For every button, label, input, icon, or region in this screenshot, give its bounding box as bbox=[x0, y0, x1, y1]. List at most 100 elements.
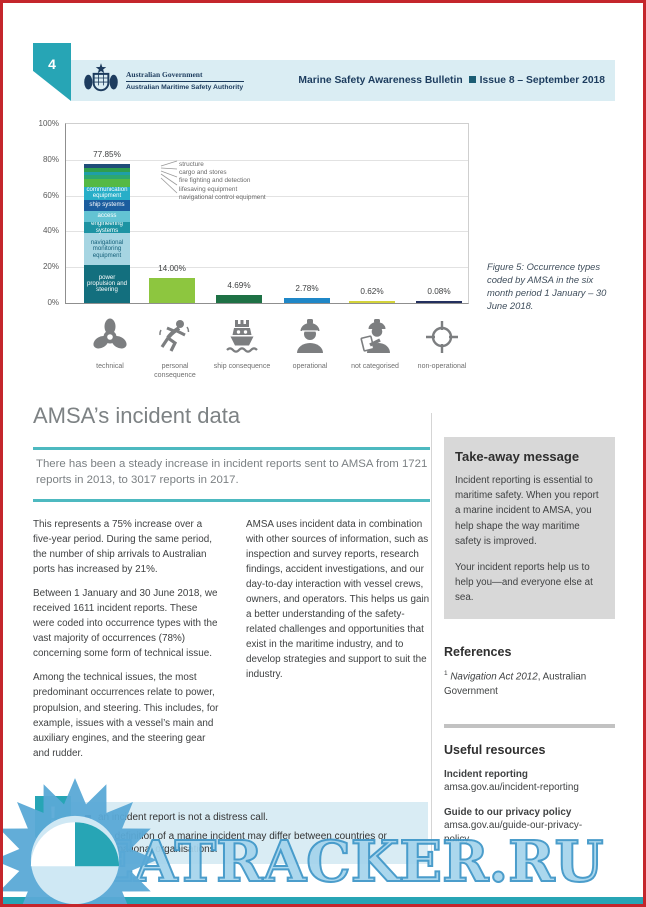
teal-rule-top bbox=[33, 447, 430, 450]
teal-rule-bottom bbox=[33, 499, 430, 502]
y-tick-20: 20% bbox=[42, 262, 59, 272]
paragraph: This represents a 75% increase over a fi… bbox=[33, 519, 212, 576]
propeller-icon bbox=[78, 317, 142, 357]
watermark-star-icon bbox=[3, 776, 159, 904]
category-not-categorised: not categorised bbox=[343, 317, 407, 371]
gridline-20 bbox=[66, 267, 468, 269]
segment-ship-systems: ship systems bbox=[84, 199, 130, 211]
body-columns: This represents a 75% increase over a fi… bbox=[33, 517, 433, 770]
segment-label: power propulsion and steering bbox=[87, 273, 127, 294]
square-bullet-icon bbox=[468, 76, 476, 83]
resource-link[interactable]: amsa.gov.au/guide-our-privacy-policy. bbox=[444, 819, 583, 845]
segment-label: engineering systems bbox=[91, 220, 123, 234]
bar-personal-consequence bbox=[149, 277, 195, 303]
category-ship-consequence: ship consequence bbox=[210, 317, 274, 371]
bar-value-label: 2.78% bbox=[295, 284, 319, 294]
icon-label: technical bbox=[96, 363, 124, 370]
amsa-logo: Australian Government Australian Maritim… bbox=[83, 62, 244, 99]
bar-value-label: 4.69% bbox=[227, 280, 251, 290]
crosshair-icon bbox=[410, 317, 474, 357]
reference-entry: 1 Navigation Act 2012, Australian Govern… bbox=[444, 669, 615, 700]
resource-link[interactable]: amsa.gov.au/incident-reporting bbox=[444, 782, 579, 794]
bar-value-label: 0.08% bbox=[427, 286, 451, 296]
lead-paragraph: There has been a steady increase in inci… bbox=[36, 458, 428, 487]
bulletin-masthead: Marine Safety Awareness Bulletin Issue 8 … bbox=[298, 75, 605, 86]
resource-label: Guide to our privacy policy bbox=[444, 806, 572, 818]
occurrence-types-chart: 100% 80% 60% 40% 20% 0% power propulsion… bbox=[33, 113, 475, 315]
bar-value-label: 0.62% bbox=[360, 286, 384, 296]
segment-lifesaving-equipment bbox=[84, 175, 130, 180]
footer-teal-band bbox=[3, 897, 643, 904]
paragraph: Among the technical issues, the most pre… bbox=[33, 672, 219, 759]
segment-label: access bbox=[97, 212, 117, 220]
callout-nav-control: navigational control equipment bbox=[179, 193, 266, 201]
coat-of-arms-icon bbox=[83, 62, 119, 99]
section-title: AMSA’s incident data bbox=[33, 403, 241, 428]
icon-label: operational bbox=[292, 363, 328, 370]
bulletin-issue: Issue 8 – September 2018 bbox=[479, 75, 605, 86]
takeaway-paragraph-2: Your incident reports help us to help yo… bbox=[455, 561, 593, 604]
icon-label: not categorised bbox=[351, 363, 399, 370]
header-band: Australian Government Australian Maritim… bbox=[71, 60, 615, 101]
segment-cargo-and-stores bbox=[84, 168, 130, 172]
plot-area: power propulsion and steering navigationa… bbox=[65, 123, 469, 304]
y-tick-40: 40% bbox=[42, 226, 59, 236]
gridline-60 bbox=[66, 195, 468, 197]
useful-resources-section: Useful resources Incident reporting amsa… bbox=[444, 743, 615, 847]
page-number: 4 bbox=[48, 56, 56, 72]
y-tick-0: 0% bbox=[47, 298, 59, 307]
bar-not-categorised bbox=[349, 300, 395, 303]
reference-act-name: Navigation Act 2012 bbox=[450, 671, 538, 683]
note-text: an incident report is not a distress cal… bbox=[98, 812, 269, 823]
body-column-2: AMSA uses incident data in combination w… bbox=[246, 517, 433, 770]
sidebar: Take-away message Incident reporting is … bbox=[444, 437, 615, 847]
category-icons-row: technical personal consequen bbox=[65, 317, 467, 397]
body-column-1: This represents a 75% increase over a fi… bbox=[33, 517, 220, 770]
ship-icon bbox=[210, 317, 274, 357]
y-tick-60: 60% bbox=[42, 190, 59, 200]
figure-caption: Figure 5: Occurrence types coded by AMSA… bbox=[487, 261, 607, 311]
gov-line2: Australian Maritime Safety Authority bbox=[126, 84, 244, 91]
references-section: References 1 Navigation Act 2012, Austra… bbox=[444, 645, 615, 700]
icon-label: personal consequence bbox=[154, 363, 196, 380]
page-number-tab: 4 bbox=[33, 43, 71, 101]
segment-access: access bbox=[84, 210, 130, 223]
bar-non-operational bbox=[416, 300, 462, 303]
y-tick-80: 80% bbox=[42, 154, 59, 164]
reference-rest: , Australian Government bbox=[444, 671, 587, 698]
logo-divider bbox=[126, 81, 244, 82]
bar-operational bbox=[284, 298, 330, 303]
segment-power-propulsion-and-steering: power propulsion and steering bbox=[84, 265, 130, 303]
category-personal-consequence: personal consequence bbox=[143, 317, 207, 380]
takeaway-title: Take-away message bbox=[455, 449, 580, 464]
callout-fire-fighting: fire fighting and detection bbox=[179, 177, 251, 185]
falling-person-icon bbox=[143, 317, 207, 357]
category-technical: technical bbox=[78, 317, 142, 371]
segment-callout-labels: structure cargo and stores fire fighting… bbox=[179, 161, 266, 202]
column-separator bbox=[431, 413, 432, 863]
gov-line1: Australian Government bbox=[126, 70, 203, 79]
segment-label: ship systems bbox=[89, 201, 125, 209]
resource-label: Incident reporting bbox=[444, 769, 528, 781]
note-text: the definition of a marine incident may … bbox=[98, 830, 387, 855]
gridline-80 bbox=[66, 159, 468, 161]
callout-lifesaving: lifesaving equipment bbox=[179, 185, 238, 193]
resources-title: Useful resources bbox=[444, 743, 546, 758]
segment-engineering-systems: engineering systems bbox=[84, 220, 130, 234]
reference-superscript: 1 bbox=[444, 670, 448, 678]
bulletin-title: Marine Safety Awareness Bulletin bbox=[298, 75, 463, 86]
segment-fire-fighting-and-detection bbox=[84, 171, 130, 176]
segment-communication-equipment: communication equipment bbox=[84, 185, 130, 200]
callout-leader-lines bbox=[160, 160, 178, 194]
worker-icon bbox=[278, 317, 342, 357]
references-title: References bbox=[444, 645, 512, 660]
bar-value-label: 77.85% bbox=[93, 149, 121, 159]
gridline-40 bbox=[66, 231, 468, 233]
segment-label: communication equipment bbox=[86, 185, 128, 200]
paragraph: AMSA uses incident data in combination w… bbox=[246, 519, 430, 681]
category-operational: operational bbox=[278, 317, 342, 371]
segment-structure bbox=[84, 163, 130, 169]
takeaway-box: Take-away message Incident reporting is … bbox=[444, 437, 615, 620]
paragraph: Between 1 January and 30 June 2018, we r… bbox=[33, 588, 218, 660]
